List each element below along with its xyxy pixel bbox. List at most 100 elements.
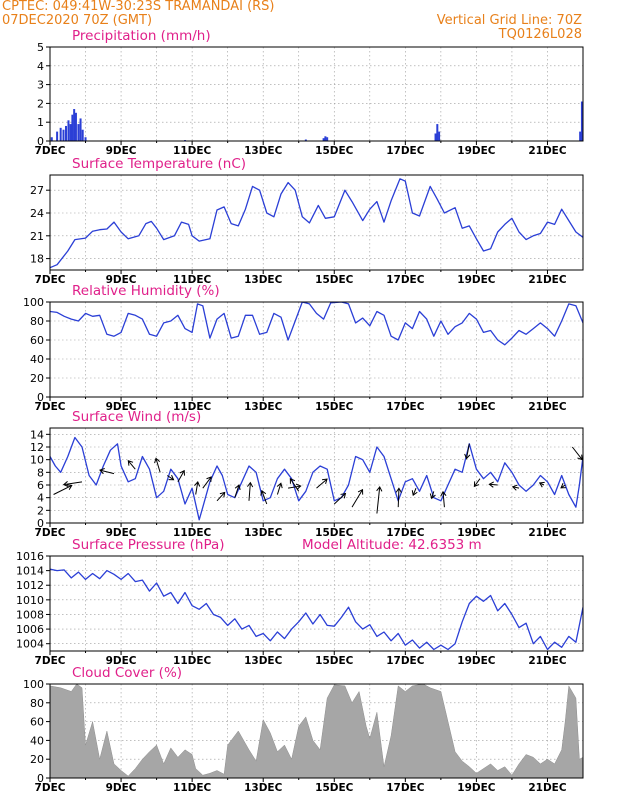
x-tick-label: 11DEC — [173, 145, 212, 157]
wind-vector-shaft — [376, 486, 381, 514]
precip-bar — [436, 124, 439, 141]
wind-vector-shaft — [166, 475, 174, 481]
y-tick-label: 40 — [30, 353, 44, 366]
wind-vector — [351, 488, 364, 508]
wind-vector-head — [376, 485, 383, 492]
wind-vector-head — [276, 482, 283, 489]
wind-vector — [560, 483, 567, 489]
pressure-series-line — [50, 568, 583, 651]
wind-vector — [260, 489, 268, 505]
x-tick-label: 15DEC — [315, 145, 354, 157]
wind-vector — [53, 484, 73, 495]
x-tick-label: 15DEC — [315, 401, 354, 413]
x-tick-label: 13DEC — [244, 655, 283, 667]
x-tick-label: 17DEC — [386, 274, 425, 286]
wind-vector — [473, 478, 481, 488]
model-code: TQ0126L028 — [498, 27, 582, 42]
wind-vector — [276, 482, 283, 495]
wind-vector — [411, 487, 418, 497]
y-tick-label: 6 — [37, 479, 44, 492]
wind-series-line — [50, 436, 583, 521]
panel-cloud: 0 20 40 60 80 100 7DEC 9DEC 11DEC 13DEC 15DEC 17DEC… — [23, 665, 584, 794]
wind-vector-shaft — [442, 491, 445, 508]
x-tick-label: 21DEC — [528, 145, 567, 157]
y-tick-label: 0 — [37, 391, 44, 404]
panel-rh: 0 20 40 60 80 100 7DEC 9DEC 11DEC 13DEC 15DEC 17DEC… — [23, 283, 584, 413]
x-tick-label: 15DEC — [315, 527, 354, 539]
wind-vector-head — [127, 460, 134, 466]
y-tick-label: 12 — [30, 441, 44, 454]
chart-title-cloud: Cloud Cover (%) — [72, 665, 182, 681]
cloud-cover-area — [50, 684, 583, 778]
wind-vector-head — [357, 488, 364, 495]
grid-note: Vertical Grid Line: 70Z — [436, 13, 582, 28]
y-tick-label: 24 — [30, 207, 44, 220]
x-tick-label: 9DEC — [106, 145, 137, 157]
x-tick-label: 21DEC — [528, 274, 567, 286]
wind-vector — [216, 491, 226, 502]
wind-vector — [289, 477, 300, 492]
wind-vector — [488, 481, 498, 488]
wind-vector-head — [295, 483, 302, 490]
precip-bar — [74, 112, 77, 141]
x-tick-label: 21DEC — [528, 655, 567, 667]
wind-vector-shaft — [127, 460, 136, 470]
x-tick-label: 19DEC — [457, 274, 496, 286]
wind-vector — [177, 469, 185, 483]
wind-vector-shaft — [155, 458, 161, 473]
x-tick-label: 19DEC — [457, 782, 496, 794]
panel-temp: 18 21 24 27 7DEC 9DEC 11DEC 13DEC 15DEC 17DEC 19DE… — [30, 156, 584, 286]
precip-bar — [579, 131, 582, 141]
wind-vector — [287, 483, 302, 490]
wind-vector-shaft — [489, 483, 498, 486]
x-tick-label: 11DEC — [173, 655, 212, 667]
y-tick-label: 100 — [23, 296, 44, 309]
x-tick-label: 21DEC — [528, 782, 567, 794]
wind-vector-head — [168, 474, 175, 481]
x-tick-label: 13DEC — [244, 401, 283, 413]
precip-bar — [84, 137, 87, 141]
y-tick-label: 5 — [37, 41, 44, 54]
wind-vector-shaft — [333, 493, 346, 505]
precip-bar — [77, 124, 80, 141]
wind-vector — [440, 490, 447, 508]
model-altitude-annotation: Model Altitude: 42.6353 m — [302, 537, 482, 553]
wind-vector-shaft — [397, 488, 400, 508]
y-tick-label: 4 — [37, 60, 44, 73]
wind-vector-shaft — [412, 487, 417, 496]
x-tick-label: 9DEC — [106, 401, 137, 413]
x-tick-label: 19DEC — [457, 145, 496, 157]
y-tick-label: 1016 — [16, 550, 44, 563]
wind-vector-shaft — [289, 478, 300, 492]
wind-vector-shaft — [466, 443, 470, 459]
y-tick-label: 27 — [30, 184, 44, 197]
y-tick-label: 80 — [30, 697, 44, 710]
wind-vector — [395, 487, 402, 508]
precip-bar — [434, 133, 437, 141]
wind-vector-head — [66, 484, 73, 490]
wind-vector-head — [473, 481, 480, 488]
wind-vector-head — [395, 487, 402, 493]
precip-bar — [50, 137, 53, 141]
x-tick-label: 13DEC — [244, 274, 283, 286]
wind-vector — [571, 446, 583, 461]
x-tick-label: 19DEC — [457, 527, 496, 539]
y-tick-label: 14 — [30, 428, 44, 441]
plot-frame — [49, 427, 584, 524]
x-tick-label: 17DEC — [386, 782, 425, 794]
y-tick-label: 21 — [30, 230, 44, 243]
wind-vector-shaft — [195, 481, 199, 495]
wind-vector-head — [340, 492, 347, 499]
x-tick-label: 19DEC — [457, 401, 496, 413]
wind-vector-head — [577, 454, 583, 461]
x-tick-label: 7DEC — [35, 782, 66, 794]
x-tick-label: 17DEC — [386, 145, 425, 157]
wind-vector-head — [62, 480, 69, 488]
chart-title-wind: Surface Wind (m/s) — [72, 409, 201, 425]
x-tick-label: 7DEC — [35, 274, 66, 286]
wind-vector-shaft — [473, 478, 481, 487]
x-tick-label: 7DEC — [35, 527, 66, 539]
precip-bar — [326, 137, 329, 141]
x-tick-label: 7DEC — [35, 145, 66, 157]
